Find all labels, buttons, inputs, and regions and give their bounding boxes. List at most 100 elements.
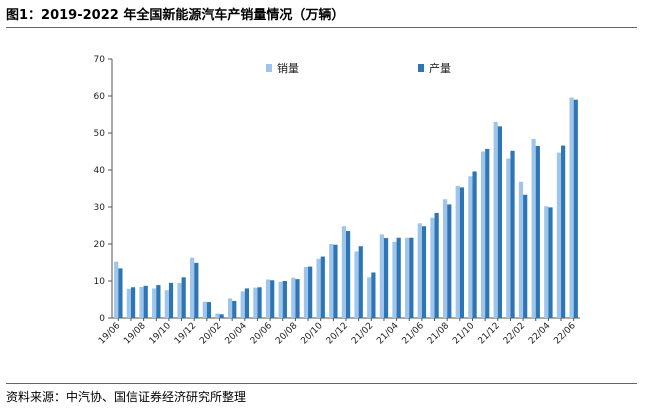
production-bar [497, 126, 502, 318]
x-tick-label: 20/12 [325, 321, 350, 346]
production-bar [409, 237, 414, 318]
sales-bar [265, 279, 271, 318]
sales-bar [430, 217, 435, 318]
sales-bar [114, 261, 119, 318]
sales-bar [569, 97, 574, 318]
x-tick-label: 22/06 [552, 321, 578, 347]
sales-bar [139, 286, 144, 318]
production-bar [358, 246, 363, 318]
sales-bar [253, 287, 258, 318]
production-bar [143, 285, 148, 318]
production-bar [346, 231, 351, 318]
production-bar [206, 302, 212, 318]
sales-bar [468, 176, 473, 318]
production-bar [548, 207, 553, 318]
x-tick-label: 19/12 [173, 321, 198, 346]
sales-bar [367, 277, 372, 318]
sales-bar [354, 251, 359, 318]
x-tick-label: 20/02 [198, 321, 223, 346]
production-bar [320, 256, 325, 318]
production-bar [219, 314, 224, 318]
sales-bar [480, 151, 486, 318]
x-tick-label: 20/06 [249, 321, 275, 347]
x-tick-label: 19/06 [97, 321, 123, 347]
sales-bar [126, 288, 131, 318]
x-tick-label: 21/12 [476, 321, 501, 346]
x-tick-label: 20/08 [274, 321, 300, 347]
y-tick-label: 10 [94, 277, 106, 287]
production-bar [257, 287, 262, 318]
sales-bar [544, 206, 549, 318]
sales-bar [291, 277, 296, 318]
sales-bar [455, 185, 460, 318]
x-tick-label: 20/10 [299, 321, 325, 347]
sales-bar [329, 244, 334, 318]
sales-bar [405, 237, 410, 318]
sales-bar [164, 290, 169, 318]
production-bar [130, 287, 136, 318]
y-tick-label: 50 [94, 129, 106, 139]
sales-bar [240, 291, 245, 318]
sales-bar [442, 199, 448, 318]
production-bar [573, 99, 578, 318]
x-tick-label: 22/02 [502, 321, 527, 346]
x-tick-label: 21/06 [401, 321, 427, 347]
y-tick-label: 40 [94, 166, 106, 176]
bars-group [114, 97, 578, 319]
sales-bar [316, 258, 321, 318]
source-note: 资料来源：中汽协、国信证券经济研究所整理 [6, 390, 247, 404]
sales-bar [417, 223, 422, 318]
sales-legend-swatch [266, 64, 272, 72]
y-tick-label: 60 [94, 92, 106, 102]
y-tick-label: 30 [94, 203, 106, 213]
bottom-rule [6, 383, 637, 384]
sales-bar [518, 181, 524, 318]
production-bar [168, 282, 174, 318]
x-tick-label: 21/02 [350, 321, 375, 346]
production-bar [295, 279, 300, 318]
sales-bar [278, 281, 283, 318]
production-bar [472, 171, 477, 318]
production-bar [523, 194, 528, 318]
production-legend-label: 产量 [429, 61, 451, 75]
sales-bar [215, 313, 220, 318]
sales-bar [190, 257, 195, 318]
sales-bar [379, 234, 384, 318]
top-rule [6, 27, 637, 28]
production-bar [396, 237, 401, 318]
production-bar [181, 277, 186, 318]
production-bar [308, 266, 313, 318]
sales-bar [303, 266, 309, 318]
production-bar [383, 238, 389, 318]
production-legend-swatch [418, 64, 424, 72]
y-tick-label: 0 [99, 314, 105, 324]
sales-bar [531, 138, 536, 318]
production-bar [535, 145, 540, 318]
production-bar [434, 212, 439, 318]
sales-bar [177, 282, 182, 318]
sales-legend-label: 销量 [277, 61, 299, 75]
production-bar [561, 145, 566, 318]
production-bar [485, 148, 490, 318]
production-bar [282, 281, 287, 318]
sales-bar [556, 152, 562, 318]
x-tick-label: 19/08 [122, 321, 148, 347]
production-bar [270, 280, 275, 318]
production-bar [371, 272, 376, 318]
y-tick-label: 20 [94, 240, 106, 250]
production-bar [232, 300, 237, 318]
x-axis: 19/06 19/08 19/10 19/12 20/02 20/04 20/06 20/08… [97, 317, 580, 347]
figure-title: 图1：2019-2022 年全国新能源汽车产销量情况（万辆） [6, 8, 345, 23]
sales-bar [506, 158, 511, 318]
y-axis: 0 10 20 30 40 50 60 70 [94, 55, 113, 324]
sales-bar [493, 121, 498, 319]
x-tick-label: 22/04 [527, 321, 553, 347]
x-tick-label: 20/04 [224, 321, 250, 347]
sales-bar [227, 298, 233, 318]
sales-bar [152, 288, 157, 318]
x-tick-label: 21/08 [426, 321, 452, 347]
production-bar [510, 150, 515, 318]
production-bar [333, 244, 338, 318]
production-bar [118, 268, 123, 318]
